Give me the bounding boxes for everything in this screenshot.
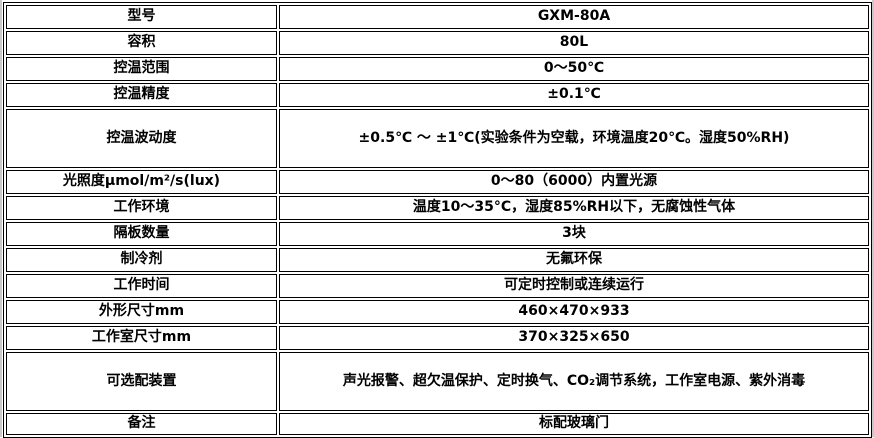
table-row-refrigerant: 制冷剂 无氟环保 xyxy=(6,248,869,272)
spec-value-work-environment: 温度10～35°C，湿度85%RH以下，无腐蚀性气体 xyxy=(279,196,869,220)
spec-value-temp-fluctuation: ±0.5℃ ～ ±1℃(实验条件为空载，环境温度20℃。湿度50%RH) xyxy=(279,109,869,168)
spec-label-refrigerant: 制冷剂 xyxy=(6,248,277,272)
table-row-model: 型号 GXM-80A xyxy=(6,5,869,29)
spec-label-shelf-count: 隔板数量 xyxy=(6,222,277,246)
spec-label-outer-dimensions: 外形尺寸mm xyxy=(6,300,277,324)
table-row-capacity: 容积 80L xyxy=(6,31,869,55)
table-row-temp-range: 控温范围 0～50℃ xyxy=(6,57,869,81)
table-row-outer-dimensions: 外形尺寸mm 460×470×933 xyxy=(6,300,869,324)
spec-label-work-environment: 工作环境 xyxy=(6,196,277,220)
spec-label-optional-accessories: 可选配装置 xyxy=(6,352,277,411)
spec-value-work-time: 可定时控制或连续运行 xyxy=(279,274,869,298)
table-row-work-environment: 工作环境 温度10～35°C，湿度85%RH以下，无腐蚀性气体 xyxy=(6,196,869,220)
spec-value-illuminance: 0～80（6000）内置光源 xyxy=(279,170,869,194)
spec-label-temp-fluctuation: 控温波动度 xyxy=(6,109,277,168)
table-row-optional-accessories: 可选配装置 声光报警、超欠温保护、定时换气、CO₂调节系统，工作室电源、紫外消毒 xyxy=(6,352,869,411)
spec-label-model: 型号 xyxy=(6,5,277,29)
table-row-work-time: 工作时间 可定时控制或连续运行 xyxy=(6,274,869,298)
spec-table: 型号 GXM-80A 容积 80L 控温范围 0～50℃ 控温精度 ±0.1℃ … xyxy=(3,2,872,438)
spec-value-temp-range: 0～50℃ xyxy=(279,57,869,81)
spec-value-temp-accuracy: ±0.1℃ xyxy=(279,83,869,107)
spec-label-temp-accuracy: 控温精度 xyxy=(6,83,277,107)
page-edge-left xyxy=(0,0,2,437)
spec-value-capacity: 80L xyxy=(279,31,869,55)
spec-label-capacity: 容积 xyxy=(6,31,277,55)
spec-label-remarks: 备注 xyxy=(6,413,277,435)
spec-label-chamber-dimensions: 工作室尺寸mm xyxy=(6,326,277,350)
spec-value-refrigerant: 无氟环保 xyxy=(279,248,869,272)
spec-label-temp-range: 控温范围 xyxy=(6,57,277,81)
spec-label-illuminance: 光照度μmol/m²/s(lux) xyxy=(6,170,277,194)
spec-value-model: GXM-80A xyxy=(279,5,869,29)
table-row-temp-fluctuation: 控温波动度 ±0.5℃ ～ ±1℃(实验条件为空载，环境温度20℃。湿度50%R… xyxy=(6,109,869,168)
spec-value-optional-accessories: 声光报警、超欠温保护、定时换气、CO₂调节系统，工作室电源、紫外消毒 xyxy=(279,352,869,411)
page-edge-right xyxy=(872,0,874,437)
table-row-remarks: 备注 标配玻璃门 xyxy=(6,413,869,435)
table-row-chamber-dimensions: 工作室尺寸mm 370×325×650 xyxy=(6,326,869,350)
table-row-temp-accuracy: 控温精度 ±0.1℃ xyxy=(6,83,869,107)
table-row-illuminance: 光照度μmol/m²/s(lux) 0～80（6000）内置光源 xyxy=(6,170,869,194)
spec-value-remarks: 标配玻璃门 xyxy=(279,413,869,435)
spec-value-chamber-dimensions: 370×325×650 xyxy=(279,326,869,350)
spec-value-shelf-count: 3块 xyxy=(279,222,869,246)
spec-label-work-time: 工作时间 xyxy=(6,274,277,298)
table-row-shelf-count: 隔板数量 3块 xyxy=(6,222,869,246)
spec-value-outer-dimensions: 460×470×933 xyxy=(279,300,869,324)
